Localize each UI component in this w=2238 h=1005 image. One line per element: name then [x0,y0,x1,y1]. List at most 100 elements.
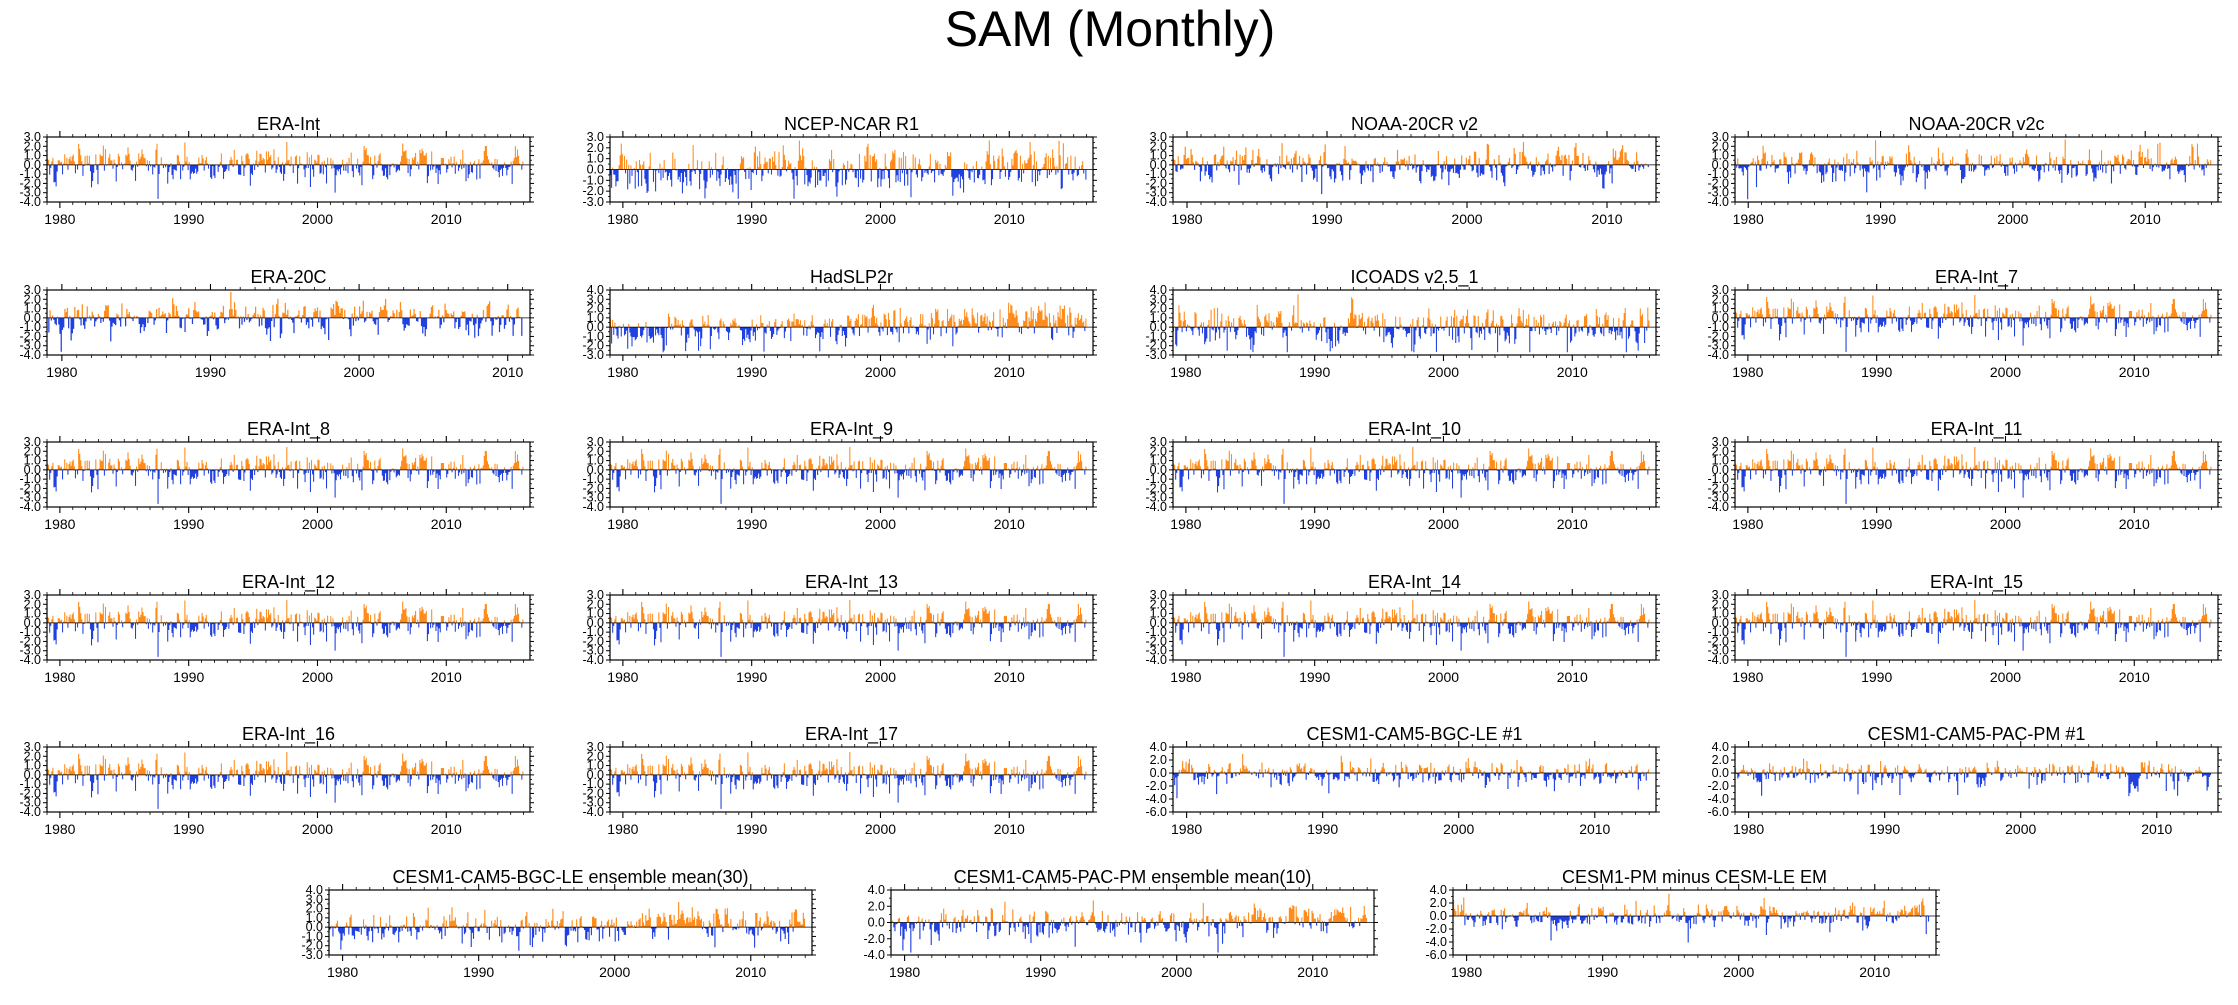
y-tick-label: 4.0 [868,883,885,897]
positive-bars [47,752,524,775]
x-tick-label: 2010 [994,211,1025,227]
x-tick-label: 2000 [865,821,896,837]
y-tick-label: 2.0 [306,902,323,916]
panel-16: ERA-Int_16 -4.0-3.0-2.0-1.00.01.02.03.0 19… [19,724,534,837]
y-tick-label: 4.0 [306,883,323,897]
y-tick-label: -2.0 [19,329,41,343]
y-tick-label: -1.0 [582,329,604,343]
y-tick-label: 2.0 [1150,302,1167,316]
panel-15: ERA-Int_15 -4.0-3.0-2.0-1.00.01.02.03.0 19… [1707,572,2222,685]
y-tick-label: -4.0 [1707,195,1729,209]
y-tick-label: -1.0 [582,625,604,639]
x-tick-label: 2000 [302,821,333,837]
panel-title: HadSLP2r [810,267,893,287]
y-tick-label: -1.0 [582,777,604,791]
x-tick-label: 1990 [1861,364,1892,380]
x-tick-label: 2010 [2130,211,2161,227]
y-tick-label: -4.0 [863,948,885,962]
negative-bars [1175,469,1649,504]
y-tick-label: 1.0 [1712,302,1729,316]
y-tick-label: -3.0 [19,186,41,200]
y-tick-label: -1.0 [19,472,41,486]
x-tick-label: 1990 [1025,964,1056,980]
y-tick-label: 1.0 [587,311,604,325]
y-tick-label: 1.0 [587,607,604,621]
y-tick-label: -4.0 [19,805,41,819]
y-tick-label: -1.0 [301,929,323,943]
panel-title: CESM1-PM minus CESM-LE EM [1562,867,1827,887]
x-tick-label: 2000 [865,669,896,685]
y-tick-label: 3.0 [306,892,323,906]
positive-bars [612,140,1084,170]
y-tick-label: 3.0 [587,588,604,602]
axes-frame [1734,594,2219,661]
y-tick-label: 1.0 [1712,607,1729,621]
y-tick-label: 3.0 [24,435,41,449]
x-tick-label: 1990 [173,211,204,227]
panel-title: ERA-Int_10 [1368,419,1461,440]
x-tick-label: 1990 [736,821,767,837]
positive-bars [1735,758,2202,773]
y-tick-label: 3.0 [24,283,41,297]
negative-bars [612,469,1086,504]
panel-17: ERA-Int_17 -4.0-3.0-2.0-1.00.01.02.03.0 19… [582,724,1097,837]
y-tick-label: -4.0 [1707,653,1729,667]
x-tick-label: 2000 [1443,821,1474,837]
panel-title: NCEP-NCAR R1 [784,114,919,134]
x-tick-label: 1990 [1865,211,1896,227]
x-tick-label: 1990 [1299,669,1330,685]
panel-title: NOAA-20CR v2 [1351,114,1478,134]
panel-title: CESM1-CAM5-PAC-PM #1 [1868,724,2086,744]
x-tick-label: 2010 [492,364,523,380]
axes-frame [46,746,531,813]
negative-bars [611,327,1086,353]
y-tick-label: 4.0 [1712,740,1729,754]
positive-bars [1735,295,2212,318]
y-tick-label: -4.0 [1145,195,1167,209]
x-tick-label: 2010 [2119,669,2150,685]
x-tick-label: 1980 [44,669,75,685]
axes-frame [1172,594,1657,661]
panel-title: ERA-Int_16 [242,724,335,745]
x-tick-label: 2010 [1859,964,1890,980]
negative-bars [329,927,794,951]
y-tick-label: -3.0 [19,339,41,353]
panel-7: ERA-Int_7 -4.0-3.0-2.0-1.00.01.02.03.0 198… [1707,267,2222,380]
panel-title: ERA-Int_15 [1930,572,2023,593]
panel-9: ERA-Int_9 -4.0-3.0-2.0-1.00.01.02.03.0 198… [582,419,1097,532]
y-tick-label: 0.0 [1150,463,1167,477]
x-tick-label: 1980 [46,364,77,380]
negative-bars [893,922,1361,953]
y-tick-label: -3.0 [1707,186,1729,200]
y-tick-label: -4.0 [1145,792,1167,806]
x-tick-label: 1990 [736,516,767,532]
panel-21: CESM1-CAM5-PAC-PM ensemble mean(10) -4.0 -… [863,867,1378,980]
y-tick-label: -2.0 [1707,634,1729,648]
y-tick-label: -1.0 [1145,329,1167,343]
x-tick-label: 1980 [1732,669,1763,685]
y-tick-label: -4.0 [582,500,604,514]
panel-title: CESM1-CAM5-BGC-LE ensemble mean(30) [392,867,748,887]
x-tick-label: 1980 [1171,821,1202,837]
y-tick-label: 2.0 [1712,444,1729,458]
y-tick-label: 1.0 [587,454,604,468]
y-tick-label: 0.0 [24,158,41,172]
y-tick-label: -1.0 [1707,320,1729,334]
panel-title: ERA-Int_14 [1368,572,1461,593]
y-tick-label: -3.0 [301,948,323,962]
y-tick-label: -1.0 [1707,472,1729,486]
x-tick-label: 2000 [1428,669,1459,685]
x-tick-label: 2010 [994,516,1025,532]
negative-bars [47,317,523,352]
y-tick-label: -3.0 [1145,186,1167,200]
negative-bars [1173,327,1648,353]
y-tick-label: 0.0 [1712,311,1729,325]
panel-title: ERA-Int_9 [810,419,893,440]
y-tick-label: -2.0 [582,481,604,495]
x-tick-label: 1980 [44,821,75,837]
y-tick-label: -4.0 [19,348,41,362]
y-tick-label: -3.0 [582,644,604,658]
y-tick-label: -3.0 [19,796,41,810]
negative-bars [1173,773,1647,799]
